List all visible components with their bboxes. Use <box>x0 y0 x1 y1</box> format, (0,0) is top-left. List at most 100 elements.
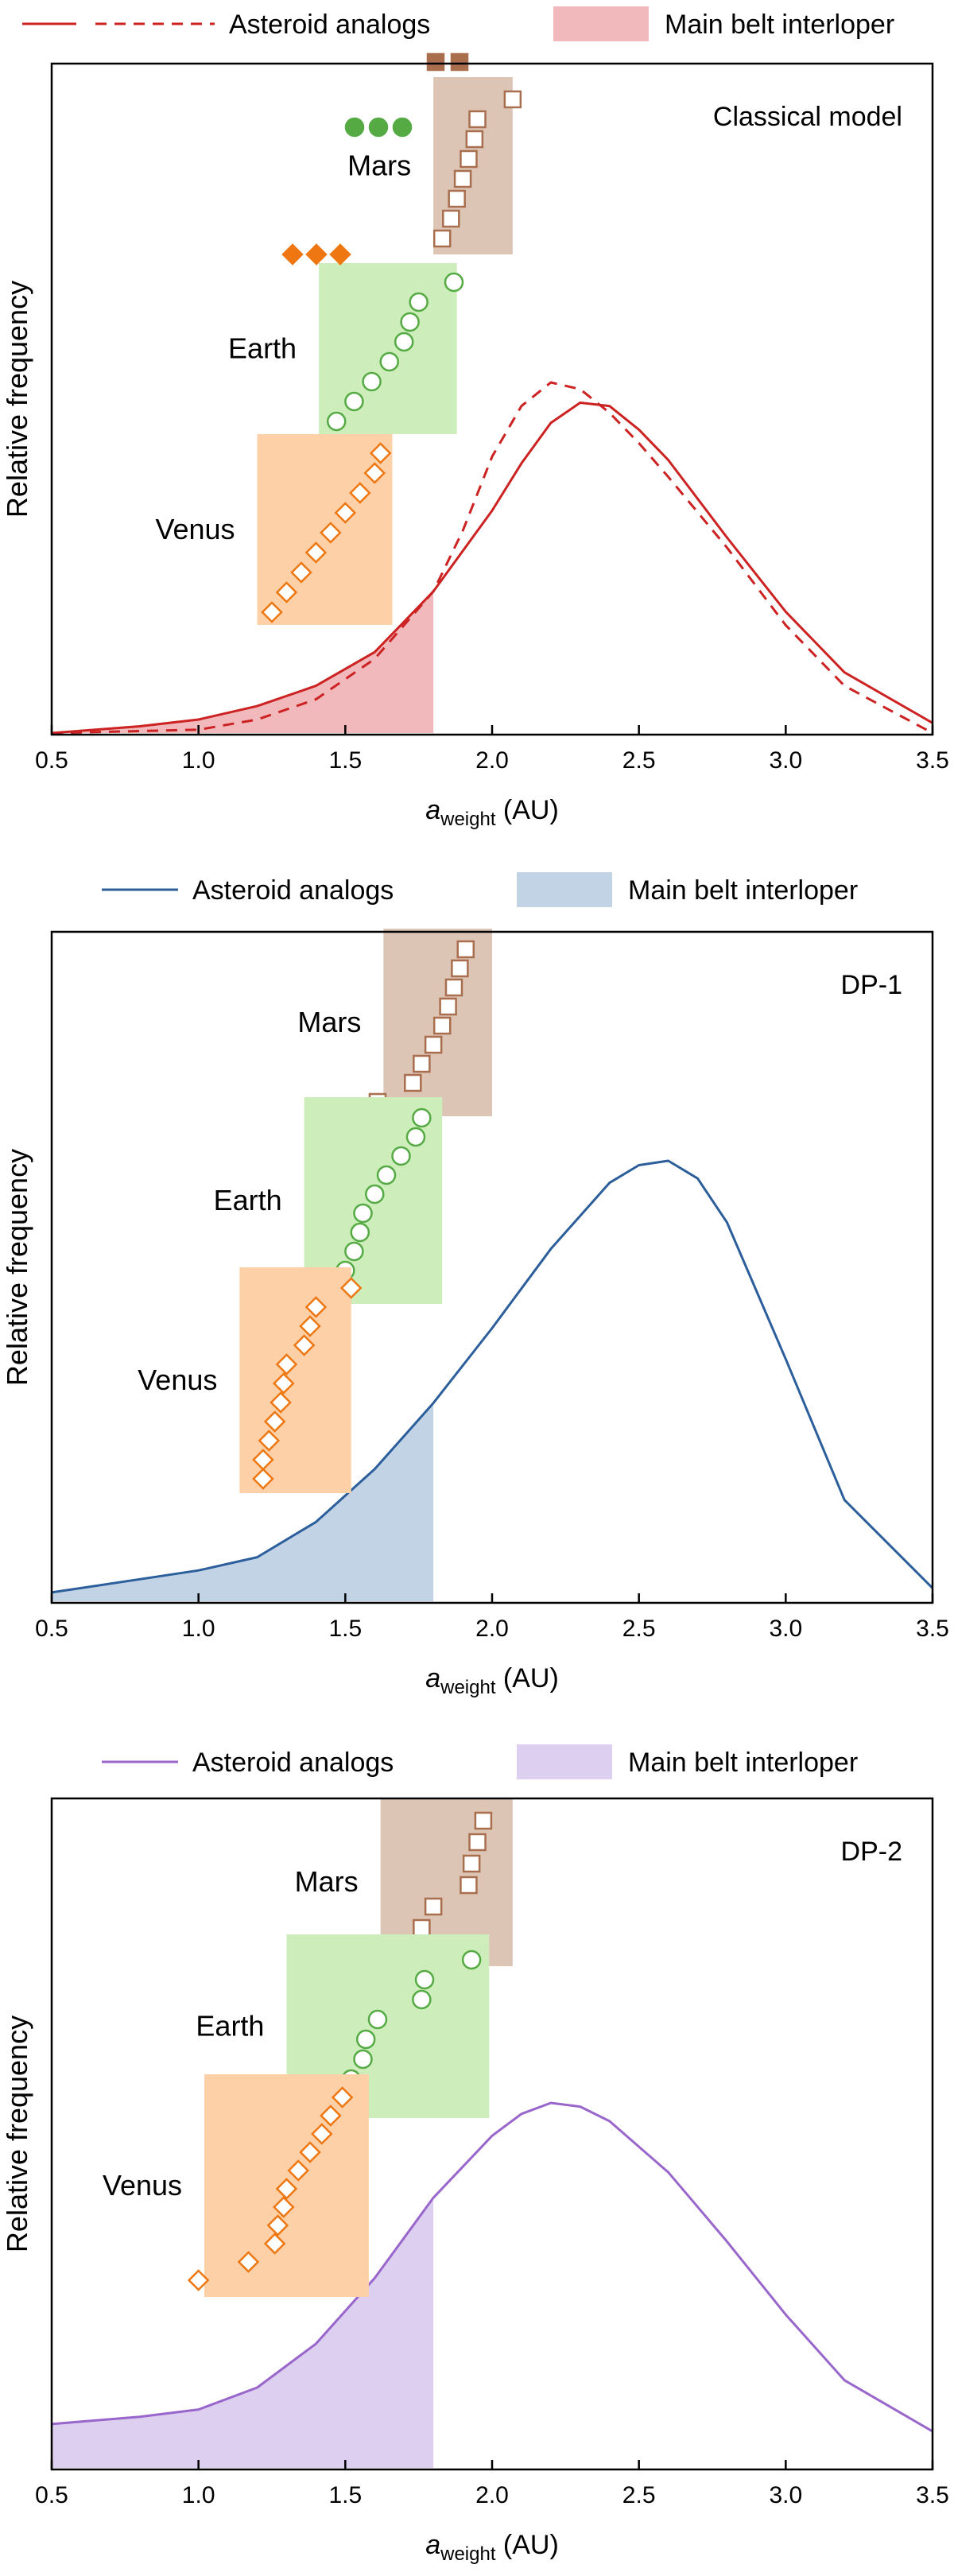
planet-label: Venus <box>103 2169 182 2202</box>
marker-circle <box>414 1969 435 1990</box>
marker-diamond <box>237 2251 260 2273</box>
planet-legend-diamond <box>305 243 328 266</box>
planet-label: Mars <box>347 149 411 182</box>
planet-legend-circle <box>344 117 365 138</box>
planet-group-venus: Venus <box>138 1267 363 1493</box>
marker-circle <box>409 292 429 312</box>
marker-square <box>432 1016 452 1035</box>
legend: Asteroid analogs Main belt interloper <box>102 872 858 907</box>
marker-square <box>451 959 469 978</box>
x-tick-label: 0.5 <box>35 747 68 774</box>
marker-diamond <box>349 482 371 504</box>
x-axis-label-unit: (AU) <box>495 1663 558 1693</box>
planet-group-mars: Mars <box>297 929 492 1116</box>
marker-square <box>444 978 463 997</box>
marker-square <box>424 1035 443 1054</box>
x-tick-label: 0.5 <box>35 2482 68 2508</box>
marker-diamond <box>287 2159 310 2182</box>
marker-circle <box>400 312 420 332</box>
panel-label: DP-1 <box>841 970 902 1000</box>
marker-square <box>468 110 487 129</box>
marker-circle <box>412 1989 432 2010</box>
marker-square <box>453 169 472 188</box>
marker-diamond <box>252 1468 274 1490</box>
marker-circle <box>355 2029 376 2050</box>
x-tick-label: 0.5 <box>35 1616 68 1642</box>
planet-label: Earth <box>196 2010 264 2043</box>
legend-label-interloper: Main belt interloper <box>665 10 894 40</box>
x-axis-label: aweight (AU) <box>425 795 559 830</box>
marker-square <box>456 940 475 959</box>
marker-circle <box>344 391 364 412</box>
legend: Asteroid analogs Main belt interloper <box>22 6 894 41</box>
marker-diamond <box>275 1353 298 1375</box>
x-axis-label-unit: (AU) <box>495 795 558 825</box>
panel-label: Classical model <box>713 102 902 132</box>
marker-circle <box>327 411 347 432</box>
marker-square <box>468 1833 487 1852</box>
x-tick-label: 2.0 <box>475 747 509 774</box>
x-axis-label-main: a <box>425 1663 440 1693</box>
planet-legend-square <box>450 52 469 72</box>
marker-diamond <box>266 2214 289 2237</box>
chart-panel-2: Asteroid analogs Main belt interloper Mars… <box>1 872 949 1698</box>
interloper-area <box>52 591 434 733</box>
y-axis-label: Relative frequency <box>1 2015 33 2252</box>
marker-diamond <box>320 522 342 544</box>
marker-circle <box>350 1222 370 1243</box>
legend-label-interloper: Main belt interloper <box>628 1748 858 1778</box>
marker-square <box>404 1073 422 1092</box>
marker-diamond <box>331 2086 354 2109</box>
legend-label-analogs: Asteroid analogs <box>192 1748 394 1778</box>
x-tick-label: 1.5 <box>328 747 362 774</box>
interloper-area <box>52 1402 434 1601</box>
marker-circle <box>461 1949 482 1970</box>
legend-fill-swatch <box>517 872 612 907</box>
planet-group-earth: Earth <box>228 117 464 434</box>
x-tick-label: 1.0 <box>182 2482 215 2508</box>
planet-legend-circle <box>392 117 413 138</box>
x-axis-label-main: a <box>425 795 440 825</box>
marker-circle <box>391 1146 411 1166</box>
planet-label: Earth <box>228 332 297 365</box>
x-axis-label-unit: (AU) <box>495 2530 558 2560</box>
marker-circle <box>353 1203 373 1224</box>
marker-circle <box>405 1127 426 1147</box>
analog-curve <box>51 1159 934 1594</box>
marker-diamond <box>270 1391 292 1414</box>
y-axis-label: Relative frequency <box>1 1149 33 1386</box>
marker-square <box>448 189 466 208</box>
marker-diamond <box>275 2178 298 2200</box>
marker-circle <box>412 1108 432 1128</box>
marker-square <box>424 1897 443 1916</box>
marker-diamond <box>304 541 328 564</box>
marker-diamond <box>252 1449 274 1471</box>
planet-label: Mars <box>295 1865 359 1898</box>
x-axis-label: aweight (AU) <box>425 1663 559 1698</box>
x-tick-label: 3.0 <box>769 1616 802 1642</box>
planet-label: Mars <box>297 1006 361 1038</box>
planet-legend-diamond <box>281 243 304 266</box>
marker-diamond <box>369 442 392 464</box>
marker-diamond <box>320 2105 342 2127</box>
marker-circle <box>444 272 464 293</box>
marker-diamond <box>311 2123 333 2145</box>
marker-circle <box>362 371 382 392</box>
x-tick-label: 2.5 <box>622 1616 656 1642</box>
dashed-curve <box>51 381 933 735</box>
marker-diamond <box>273 2196 295 2218</box>
marker-square <box>474 1811 493 1830</box>
marker-square <box>460 1876 478 1895</box>
marker-diamond <box>299 2141 321 2163</box>
chart-panel-3: Asteroid analogs Main belt interloper Mars… <box>1 1744 949 2565</box>
x-axis-label-main: a <box>425 2530 440 2560</box>
x-axis-label-subscript: weight <box>440 2543 496 2565</box>
marker-diamond <box>263 1410 286 1433</box>
marker-circle <box>376 1165 397 1185</box>
marker-square <box>462 1854 481 1873</box>
legend-fill-swatch <box>553 6 649 41</box>
marker-square <box>432 229 452 248</box>
x-tick-label: 1.5 <box>328 2482 362 2508</box>
marker-square <box>413 1918 431 1938</box>
